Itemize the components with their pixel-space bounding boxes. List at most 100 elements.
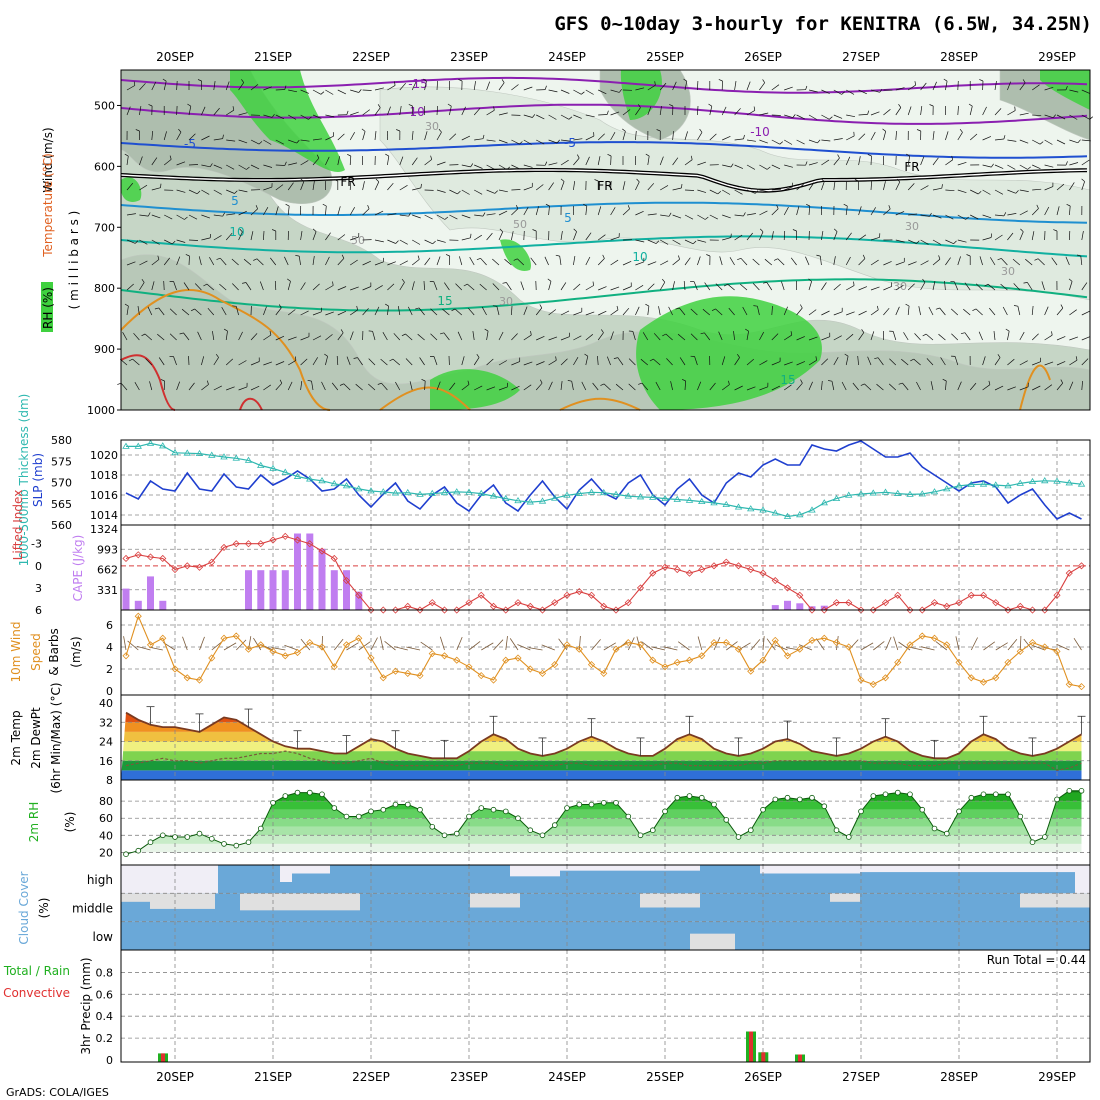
thickness-point <box>404 488 412 496</box>
wind-barb <box>684 159 693 166</box>
wind-barb <box>573 335 582 341</box>
wind-barb <box>235 306 239 316</box>
thickness-point <box>538 497 547 504</box>
thickness-point <box>477 489 485 496</box>
wind-barb-flag <box>854 179 859 182</box>
wind-barb <box>821 358 829 366</box>
wind-barb-flag <box>1052 114 1056 118</box>
wind10-barb <box>920 646 935 651</box>
wind-barb <box>573 357 579 366</box>
cape-bar <box>355 591 363 610</box>
thickness-point <box>587 488 596 495</box>
thickness-point <box>857 490 865 497</box>
wind10-point <box>428 650 436 658</box>
rh-point <box>429 823 436 830</box>
wind-barb <box>1044 361 1054 366</box>
thickness-point <box>440 488 449 496</box>
wind-barb-flag <box>700 332 705 335</box>
wind-barb-flag <box>988 380 991 385</box>
date-label-bottom: 29SEP <box>1038 1070 1076 1084</box>
cloud-high-segment <box>218 865 280 894</box>
wind-barb <box>472 331 475 341</box>
wind-barb <box>312 181 315 191</box>
rh-point <box>466 813 472 820</box>
wind-barb <box>932 131 935 141</box>
wind-barb <box>1027 282 1033 291</box>
wind-barb <box>951 333 959 341</box>
li-point <box>208 558 216 566</box>
wind-barb <box>808 182 815 191</box>
thickness-point <box>661 494 669 502</box>
temp-contour-20 <box>120 289 1051 411</box>
wind-barb <box>201 237 211 241</box>
wind10-barb <box>641 641 654 651</box>
wind10-point <box>1053 647 1061 655</box>
wind-barb <box>742 306 748 316</box>
wind-barb <box>833 311 843 316</box>
wind-barb <box>349 155 352 166</box>
wind-barb <box>1032 139 1041 145</box>
wind-barb-flag <box>766 166 771 170</box>
wind-barb <box>858 206 862 216</box>
wind-barb <box>263 164 273 168</box>
temp-contour <box>120 201 1088 224</box>
wind-barb <box>337 133 345 141</box>
thickness-point <box>1053 477 1061 484</box>
wind-barb <box>895 306 900 316</box>
wind-barb <box>393 333 401 341</box>
li-point <box>514 599 522 607</box>
wind-barb-flag <box>316 154 320 159</box>
wind10-point <box>342 641 351 649</box>
wind-barb <box>598 286 607 291</box>
wind-barb-flag <box>656 129 661 132</box>
li-point <box>440 606 449 614</box>
cape-bar <box>269 570 277 610</box>
wind-barb <box>990 257 996 266</box>
wind10-point <box>685 656 694 664</box>
wind-barb <box>876 383 884 391</box>
wind-barb <box>784 139 793 145</box>
wind-barb <box>932 157 939 166</box>
li-point <box>134 551 142 559</box>
temp-contour <box>120 278 1088 312</box>
wind-barb <box>957 189 967 194</box>
wind-barb <box>213 235 222 241</box>
wind-barb <box>474 164 483 169</box>
temp-contour-label: -5 <box>184 137 196 151</box>
wind-barb <box>697 80 699 91</box>
wind-barb <box>1007 139 1017 142</box>
wind-barb <box>790 257 797 266</box>
wind-barb <box>198 256 202 266</box>
wind-barb <box>1041 281 1045 291</box>
wind-barb <box>610 155 612 166</box>
wind-barb <box>220 257 227 266</box>
thickness-point <box>122 442 130 449</box>
wind-barb <box>188 133 196 141</box>
wind-barb-flag <box>1076 254 1081 257</box>
wind-barb <box>783 230 786 241</box>
wind-barb-flag <box>162 78 167 82</box>
wind-barb <box>808 336 818 341</box>
rh-point <box>184 834 191 840</box>
wind-barb <box>821 282 827 291</box>
wind-barb <box>632 331 636 341</box>
wind-barb <box>759 210 768 216</box>
cloud-middle-gap <box>640 893 700 908</box>
thickness-point <box>992 481 1000 488</box>
wind-barb <box>771 189 781 191</box>
wind-barb <box>312 231 317 241</box>
wind-barb <box>722 135 731 141</box>
wind-barb <box>263 384 271 391</box>
wind10-point <box>722 639 730 647</box>
wind-barb <box>274 280 277 291</box>
wind-barb <box>640 358 649 366</box>
thickness-point <box>943 485 951 492</box>
wind-barb <box>635 107 641 116</box>
slp-tick-label: 1018 <box>90 469 118 482</box>
wind-barb <box>337 332 344 341</box>
wind10-barb <box>456 636 463 651</box>
wind-barb <box>436 105 438 116</box>
wind-barb-flag <box>965 216 969 220</box>
wind-barb <box>498 386 508 391</box>
wind-barb-flag <box>147 212 151 217</box>
